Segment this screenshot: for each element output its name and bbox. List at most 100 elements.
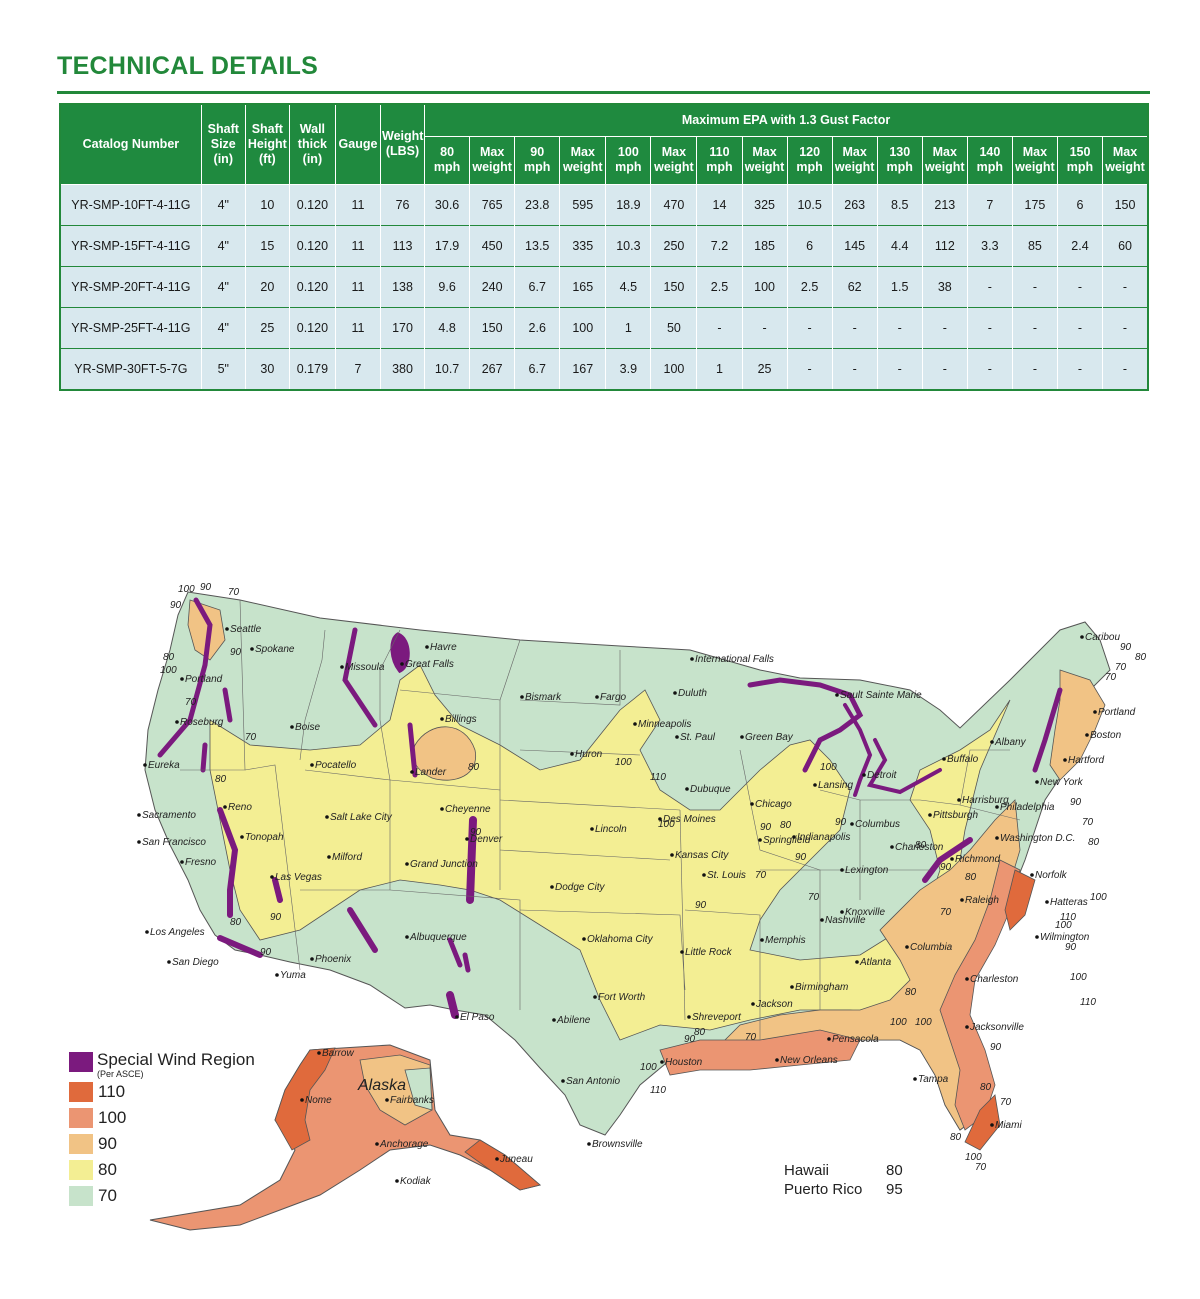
table-cell: 240: [469, 265, 516, 307]
city-dot: [928, 813, 932, 817]
wind-speed-contour-label: 90: [270, 912, 282, 923]
city-label: Lander: [415, 767, 447, 778]
table-cell: -: [921, 347, 968, 390]
city-label: Fairbanks: [390, 1095, 434, 1106]
city-dot: [582, 937, 586, 941]
table-cell: 325: [741, 184, 788, 225]
subheader-cell: 120 mph: [786, 135, 833, 185]
page-title: TECHNICAL DETAILS: [57, 52, 319, 80]
city-label: San Francisco: [142, 837, 206, 848]
city-dot: [145, 930, 149, 934]
table-cell: 4": [200, 224, 246, 266]
city-dot: [775, 1058, 779, 1062]
city-dot: [561, 1079, 565, 1083]
zone-110-florida: [964, 1094, 1001, 1151]
city-label: Hartford: [1068, 755, 1105, 766]
city-dot: [595, 695, 599, 699]
city-dot: [658, 817, 662, 821]
table-cell: 7: [334, 347, 382, 390]
city-label: Eureka: [148, 760, 180, 771]
city-label: Miami: [995, 1120, 1022, 1131]
legend-swatch: [69, 1082, 93, 1102]
wind-speed-contour-label: 100: [1090, 892, 1107, 903]
city-label: Pocatello: [315, 760, 357, 771]
city-label: San Antonio: [566, 1076, 621, 1087]
subheader-cell: 140 mph: [966, 135, 1013, 185]
table-header-row: Catalog Number Shaft Size (in) Shaft Heigh…: [59, 103, 1149, 185]
table-cell: -: [696, 306, 743, 348]
city-label: Pittsburgh: [933, 810, 978, 821]
table-cell: 263: [831, 184, 878, 225]
city-dot: [957, 798, 961, 802]
table-cell: 4.5: [605, 265, 652, 307]
city-dot: [520, 695, 524, 699]
table-cell: 30: [244, 347, 290, 390]
city-label: Barrow: [322, 1048, 354, 1059]
city-dot: [862, 773, 866, 777]
city-dot: [840, 910, 844, 914]
city-label: Columbus: [855, 819, 900, 830]
table-cell: 450: [469, 224, 516, 266]
legend-label: 90: [98, 1134, 117, 1153]
table-cell: -: [876, 306, 923, 348]
city-dot: [290, 725, 294, 729]
city-label: Des Moines: [663, 814, 716, 825]
legend-label: 80: [98, 1160, 117, 1179]
table-cell: 765: [469, 184, 516, 225]
city-dot: [405, 862, 409, 866]
alaska-zone-110: [274, 1047, 336, 1151]
city-dot: [167, 960, 171, 964]
city-dot: [317, 1051, 321, 1055]
city-label: Cheyenne: [445, 804, 491, 815]
city-label: Albuquerque: [409, 932, 467, 943]
table-cell: -: [831, 306, 878, 348]
table-cell: -: [1102, 306, 1149, 348]
wind-speed-contour-label: 70: [1000, 1097, 1012, 1108]
subheader-cell: 80 mph: [424, 135, 471, 185]
city-label: Knoxville: [845, 907, 885, 918]
table-cell: 2.5: [786, 265, 833, 307]
extra-name-puerto-rico: Puerto Rico: [784, 1181, 863, 1198]
city-label: Juneau: [499, 1154, 533, 1165]
city-label: Wilmington: [1040, 932, 1090, 943]
table-cell: 4.4: [876, 224, 923, 266]
city-dot: [310, 763, 314, 767]
table-cell: 11: [334, 224, 382, 266]
table-cell: -: [1056, 306, 1104, 348]
special-wind-regions: [157, 597, 1063, 1019]
table-cell: 267: [469, 347, 516, 390]
city-dot: [340, 665, 344, 669]
city-label: Shreveport: [692, 1012, 742, 1023]
zone-110-carolina: [1004, 869, 1036, 931]
city-label: Abilene: [556, 1015, 591, 1026]
city-dot: [327, 855, 331, 859]
table-cell: 250: [650, 224, 698, 266]
table-cell: -: [1102, 265, 1149, 307]
table-cell: -: [921, 306, 968, 348]
wind-speed-contour-label: 80: [468, 762, 480, 773]
wind-speed-contour-label: 70: [1082, 817, 1094, 828]
subheader-cell: 90 mph: [514, 135, 561, 185]
table-cell: 3.9: [605, 347, 652, 390]
extra-value-hawaii: 80: [886, 1162, 903, 1179]
city-dot: [225, 627, 229, 631]
table-cell: 138: [379, 265, 426, 307]
table-cell: 1: [696, 347, 743, 390]
city-dot: [990, 740, 994, 744]
extra-name-hawaii: Hawaii: [784, 1162, 830, 1179]
table-cell: 175: [1011, 184, 1058, 225]
table-row: YR-SMP-10FT-4-11G 4" 10 0.120 11 76 30.6 765 23.…: [59, 184, 1149, 225]
table-cell: 3.3: [966, 224, 1013, 266]
wind-speed-contour-label: 90: [1070, 797, 1082, 808]
wind-speed-contour-label: 90: [684, 1034, 696, 1045]
city-label: Springfield: [763, 835, 811, 846]
city-label: Memphis: [765, 935, 806, 946]
city-label: Los Angeles: [150, 927, 205, 938]
wind-speed-contour-label: 100: [615, 757, 632, 768]
wind-speed-contour-label: 70: [1105, 672, 1117, 683]
wind-speed-contour-label: 90: [260, 947, 272, 958]
legend-label: 110: [98, 1082, 126, 1101]
city-label: Spokane: [255, 644, 295, 655]
column-header-weight: Weight (LBS): [379, 103, 426, 185]
subheader-cell: Max weight: [741, 135, 788, 185]
